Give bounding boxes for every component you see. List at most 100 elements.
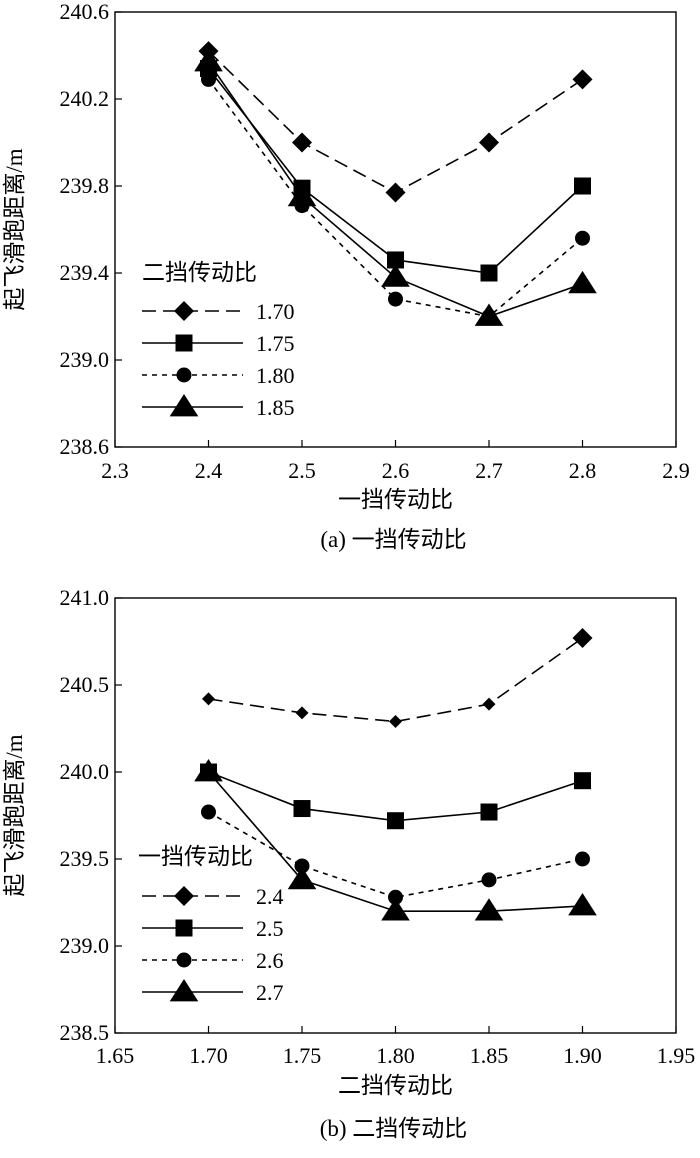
data-point [388,889,403,905]
x-tick-label: 2.5 [288,458,316,483]
y-tick-label: 239.8 [60,173,110,198]
x-tick-label: 1.85 [470,1043,509,1068]
series-line [208,811,583,899]
data-point [201,71,216,87]
data-point [293,800,311,818]
chart-a: 2.3 2.4 2.5 2.6 2.7 2.8 2.9 238.6 239.0 239.4 239.… [2,0,690,552]
series-line [207,78,584,318]
legend-marker [174,886,194,906]
x-tick-label: 1.70 [189,1043,228,1068]
data-point [387,812,404,830]
data-point [292,132,312,153]
series-line [207,68,584,274]
series-line [208,637,583,723]
series-2.4 [202,628,593,729]
y-tick-label: 240.0 [60,759,110,784]
legend-marker [174,301,194,321]
figure-caption: (a) 一挡传动比 [320,527,466,552]
data-point [574,177,591,195]
legend-marker [169,979,199,1002]
data-point [385,182,406,203]
y-tick-label: 238.6 [60,434,110,459]
series-2.6 [201,804,590,905]
data-point [481,872,497,888]
x-tick-label: 1.75 [283,1043,322,1068]
x-tick-label: 1.80 [376,1043,415,1068]
series-2.5 [200,763,591,830]
data-point [480,264,498,282]
data-point [575,851,590,867]
x-tick-label: 2.4 [195,458,223,483]
y-axis-label: 起飞滑跑距离/m [2,734,27,896]
y-axis-label: 起飞滑跑距离/m [2,148,27,310]
series-1.75 [200,60,591,282]
legend-label: 2.6 [256,948,284,973]
legend-label: 1.70 [256,299,295,324]
legend-marker [176,367,192,383]
x-tick-label: 2.8 [569,458,597,483]
data-point [575,230,590,246]
data-point [474,898,504,921]
x-tick-label: 2.3 [101,458,129,483]
data-point [568,892,597,916]
legend-label: 2.4 [256,884,284,909]
data-point [194,49,223,72]
series-line [207,50,583,194]
x-tick-label: 2.7 [475,458,503,483]
x-axis-label: 一挡传动比 [338,487,453,512]
figure-caption: (b) 二挡传动比 [320,1116,468,1141]
series-2.7 [194,759,597,921]
legend-label: 1.85 [256,395,295,420]
data-point [482,697,496,711]
y-tick-label: 238.5 [60,1020,110,1045]
data-point [202,692,215,706]
y-tick-label: 240.2 [60,86,110,111]
legend-label: 2.5 [256,916,284,941]
data-point [387,251,404,269]
data-point [572,628,593,649]
legend-marker [176,952,192,968]
y-tick-label: 241.0 [60,585,110,610]
data-point [287,183,317,207]
data-point [388,291,403,307]
y-tick-label: 239.5 [60,846,110,871]
legend-title: 一挡传动比 [138,844,253,869]
x-tick-label: 2.6 [382,458,410,483]
x-tick-label: 1.65 [96,1043,135,1068]
data-point [381,264,410,287]
data-point [479,132,499,153]
legend: 二挡传动比 1.70 1.75 1.80 1.85 [142,260,295,420]
data-point [381,898,410,921]
data-point [194,759,223,782]
data-point [574,772,591,790]
data-point [201,804,216,820]
data-point [389,715,402,729]
data-point [572,69,593,90]
data-point [474,303,504,326]
data-point [480,803,498,821]
legend-label: 1.75 [256,331,295,356]
y-tick-label: 240.5 [60,672,110,697]
series-1.85 [194,49,597,326]
legend-marker [175,334,193,352]
y-tick-label: 239.4 [60,260,110,285]
data-point [568,270,597,294]
chart-b: 1.65 1.70 1.75 1.80 1.85 1.90 1.95 238.5 239.0 23… [2,585,695,1141]
legend-label: 2.7 [256,980,284,1005]
y-tick-label: 240.6 [60,0,110,24]
x-tick-label: 1.90 [563,1043,602,1068]
plot-frame [114,11,677,448]
legend-marker [169,394,199,417]
x-tick-label: 1.95 [657,1043,696,1068]
x-tick-label: 2.9 [662,458,690,483]
y-tick-label: 239.0 [60,347,110,372]
legend-title: 二挡传动比 [142,260,257,285]
series-1.70 [198,41,593,203]
legend-marker [175,919,193,937]
data-point [294,858,310,874]
data-point [287,866,317,890]
data-point [295,706,309,720]
legend-label: 1.80 [256,363,295,388]
